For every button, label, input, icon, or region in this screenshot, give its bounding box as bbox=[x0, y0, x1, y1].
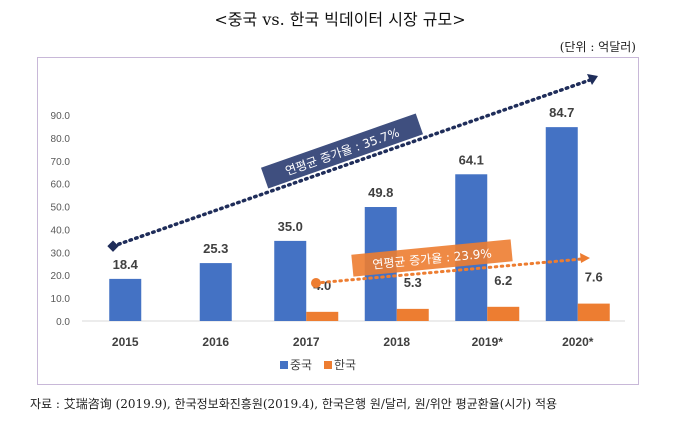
korea-growth-annotation-box bbox=[351, 239, 513, 277]
data-label-china: 25.3 bbox=[203, 241, 228, 256]
data-labels: 18.425.335.049.864.184.74.0 5.3 6.2 7.6 bbox=[113, 105, 603, 293]
x-tick-label: 2016 bbox=[202, 335, 229, 349]
chart-frame bbox=[37, 57, 639, 385]
legend-swatch-china bbox=[280, 361, 288, 369]
data-label-china: 84.7 bbox=[549, 105, 574, 120]
korea-trend-start-marker bbox=[311, 278, 321, 288]
bar-korea bbox=[306, 311, 339, 321]
y-tick-label: 70.0 bbox=[51, 157, 71, 168]
y-tick-label: 10.0 bbox=[51, 294, 71, 305]
china-growth-annotation: 연평균 증가율 : 35.7% bbox=[260, 113, 424, 189]
source-note: 자료 : 艾瑞咨询 (2019.9), 한국정보화진흥원(2019.4), 한국… bbox=[30, 397, 558, 411]
trend-annotations: 연평균 증가율 : 35.7%연평균 증가율 : 23.9% bbox=[107, 74, 598, 288]
korea-trend-arrowhead bbox=[580, 253, 590, 263]
korea-trend-line bbox=[314, 257, 584, 285]
y-tick-label: 50.0 bbox=[51, 203, 71, 214]
bar-china bbox=[545, 127, 578, 322]
data-label-china: 35.0 bbox=[278, 219, 303, 234]
china-trend-arrowhead bbox=[587, 74, 598, 85]
china-trend-start-marker bbox=[107, 240, 119, 252]
bar-korea bbox=[396, 308, 429, 321]
x-tick-label: 2020* bbox=[562, 335, 594, 349]
data-label-china: 49.8 bbox=[368, 185, 393, 200]
china-growth-annotation-box bbox=[260, 113, 424, 189]
bar-china bbox=[274, 240, 307, 321]
y-tick-label: 0.0 bbox=[56, 317, 70, 328]
bars bbox=[109, 127, 610, 322]
legend: 중국 한국 bbox=[280, 358, 356, 372]
bar-korea bbox=[487, 306, 520, 321]
legend-label-korea: 한국 bbox=[334, 358, 356, 372]
x-tick-label: 2017 bbox=[293, 335, 320, 349]
data-label-china: 18.4 bbox=[113, 257, 139, 272]
y-tick-label: 90.0 bbox=[51, 111, 71, 122]
x-axis-ticks: 2015 2016 2017 2018 2019* 2020* bbox=[112, 335, 594, 349]
y-tick-label: 80.0 bbox=[51, 134, 71, 145]
bar-china bbox=[199, 263, 232, 321]
data-label-korea: 7.6 bbox=[585, 270, 603, 285]
y-axis-ticks: 0.0 10.0 20.0 30.0 40.0 50.0 60.0 70.0 80.0 90.0 bbox=[51, 111, 71, 328]
y-tick-label: 40.0 bbox=[51, 225, 71, 236]
data-label-china: 64.1 bbox=[459, 152, 484, 167]
y-tick-label: 60.0 bbox=[51, 180, 71, 191]
bar-korea bbox=[577, 303, 610, 321]
x-tick-label: 2019* bbox=[472, 335, 504, 349]
x-tick-label: 2018 bbox=[383, 335, 410, 349]
china-trend-line bbox=[111, 78, 592, 248]
x-tick-label: 2015 bbox=[112, 335, 139, 349]
bar-china bbox=[109, 278, 142, 321]
y-tick-label: 20.0 bbox=[51, 271, 71, 282]
data-label-korea: 6.2 bbox=[494, 273, 512, 288]
unit-label: (단위 : 억달러) bbox=[559, 40, 636, 54]
legend-label-china: 중국 bbox=[290, 358, 312, 372]
chart-title: <중국 vs. 한국 빅데이터 시장 규모> bbox=[214, 10, 466, 29]
legend-swatch-korea bbox=[324, 361, 332, 369]
data-label-korea: 5.3 bbox=[404, 275, 422, 290]
y-tick-label: 30.0 bbox=[51, 248, 71, 259]
